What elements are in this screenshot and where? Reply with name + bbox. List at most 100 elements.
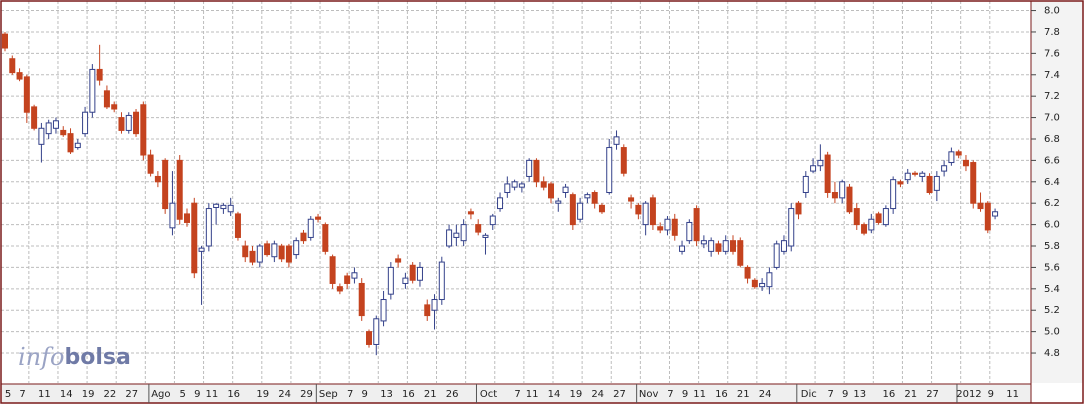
- x-tick-label: 16: [402, 389, 415, 400]
- candle-body: [620, 147, 627, 174]
- candle-body: [948, 151, 955, 164]
- x-tick-label: 5: [180, 389, 186, 400]
- candle-body: [628, 197, 635, 202]
- candle-body: [395, 258, 402, 263]
- candle-body: [933, 175, 940, 191]
- candle-body: [919, 172, 926, 177]
- y-tick-label: 7.2: [1044, 91, 1060, 102]
- candle-body: [766, 272, 773, 288]
- y-tick-label: 6.8: [1044, 134, 1060, 145]
- x-axis-panel: [1, 384, 1031, 403]
- candle-body: [839, 181, 846, 199]
- y-tick-label: 5.8: [1044, 241, 1060, 252]
- candle-body: [460, 224, 467, 242]
- candle-body: [526, 159, 533, 177]
- candle-body: [256, 245, 263, 263]
- candle-body: [504, 183, 511, 193]
- x-tick-label: 5: [5, 389, 11, 400]
- candle-body: [737, 240, 744, 266]
- x-tick-label: 16: [227, 389, 240, 400]
- x-tick-label: 9: [194, 389, 200, 400]
- candle-body: [598, 204, 605, 213]
- x-tick-label: 29: [300, 389, 313, 400]
- x-tick-label: 9: [988, 389, 994, 400]
- candle-body: [154, 175, 161, 183]
- candle-body: [198, 247, 205, 252]
- candle-body: [831, 192, 838, 199]
- candle-body: [511, 181, 518, 188]
- candle-body: [904, 172, 911, 181]
- candle-body: [205, 208, 212, 247]
- candle-body: [475, 224, 482, 233]
- candle-body: [351, 272, 358, 279]
- candle-body: [278, 245, 285, 260]
- candle-body: [467, 211, 474, 215]
- candle-body: [140, 104, 147, 156]
- candle-body: [176, 159, 183, 220]
- candle-body: [497, 197, 504, 210]
- candle-body: [584, 194, 591, 199]
- candle-body: [300, 232, 307, 242]
- candle-body: [133, 111, 140, 135]
- x-tick-label: 13: [853, 389, 866, 400]
- candle-body: [344, 275, 351, 284]
- candle-body: [213, 203, 220, 208]
- candle-body: [67, 133, 74, 153]
- candle-body: [409, 264, 416, 281]
- x-tick-label: 19: [569, 389, 582, 400]
- candle-body: [955, 151, 962, 156]
- x-tick-label: Nov: [639, 389, 659, 400]
- candle-body: [89, 68, 96, 113]
- candle-body: [489, 215, 496, 226]
- candle-body: [635, 204, 642, 215]
- candle-body: [548, 183, 554, 199]
- y-axis-panel: [1031, 1, 1083, 383]
- candle-body: [358, 282, 365, 317]
- candle-body: [591, 192, 598, 204]
- candle-body: [111, 104, 118, 110]
- x-tick-label: 11: [1006, 389, 1019, 400]
- candle-body: [788, 208, 795, 247]
- candle-body: [773, 243, 780, 268]
- candle-body: [693, 208, 700, 242]
- candle-body: [751, 279, 758, 288]
- candle-body: [518, 183, 525, 188]
- y-tick-label: 6.2: [1044, 198, 1060, 209]
- candle-body: [2, 33, 8, 49]
- candle-body: [649, 197, 656, 226]
- y-tick-label: 5.4: [1044, 284, 1060, 295]
- candle-body: [402, 277, 409, 284]
- candle-body: [271, 243, 278, 258]
- x-tick-label: 2012: [956, 389, 981, 400]
- candle-body: [606, 147, 613, 194]
- y-tick-label: 7.8: [1044, 27, 1060, 38]
- x-tick-label: Dic: [801, 389, 817, 400]
- x-tick-label: 21: [904, 389, 917, 400]
- candle-body: [52, 120, 59, 129]
- candle-body: [642, 202, 649, 226]
- x-tick-label: 11: [205, 389, 218, 400]
- candle-body: [9, 58, 16, 74]
- candle-body: [60, 129, 67, 136]
- candle-body: [861, 224, 868, 234]
- candle-body: [664, 218, 671, 231]
- x-tick-label: 24: [591, 389, 604, 400]
- x-tick-label: 7: [514, 389, 520, 400]
- candle-body: [387, 266, 394, 295]
- y-tick-label: 7.4: [1044, 70, 1060, 81]
- candle-body: [912, 172, 918, 175]
- candle-body: [744, 266, 751, 279]
- candle-body: [45, 122, 52, 135]
- candle-body: [700, 240, 707, 245]
- candle-body: [759, 282, 766, 288]
- candle-body: [191, 202, 198, 274]
- candle-body: [103, 90, 110, 108]
- candle-body: [315, 216, 322, 220]
- x-tick-label: 27: [125, 389, 138, 400]
- candle-body: [926, 175, 933, 193]
- candle-body: [264, 243, 271, 256]
- candle-body: [730, 240, 736, 252]
- candle-body: [868, 218, 875, 231]
